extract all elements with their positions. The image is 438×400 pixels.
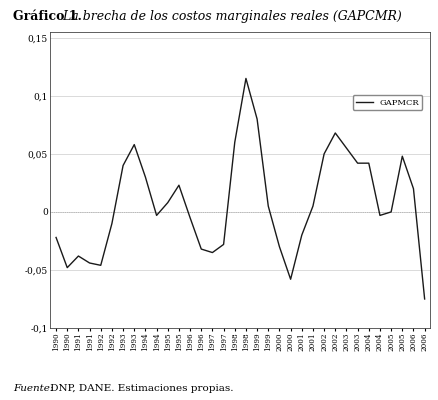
GAPMCR [332, 130, 337, 135]
GAPMCR [287, 277, 293, 282]
Text: DNP, DANE. Estimaciones propias.: DNP, DANE. Estimaciones propias. [47, 384, 233, 393]
Line: GAPMCR: GAPMCR [56, 78, 424, 299]
GAPMCR [243, 76, 248, 81]
GAPMCR [410, 186, 415, 191]
GAPMCR [87, 260, 92, 265]
GAPMCR [321, 152, 326, 156]
Text: Fuente:: Fuente: [13, 384, 53, 393]
GAPMCR [254, 117, 259, 122]
GAPMCR [53, 235, 59, 240]
GAPMCR [298, 233, 304, 238]
GAPMCR [131, 142, 137, 147]
GAPMCR [198, 247, 203, 252]
Text: La brecha de los costos marginales reales (GAPCMR): La brecha de los costos marginales reale… [59, 10, 401, 23]
GAPMCR [365, 161, 371, 166]
GAPMCR [165, 200, 170, 205]
GAPMCR [142, 175, 148, 180]
Legend: GAPMCR: GAPMCR [352, 95, 421, 110]
GAPMCR [209, 250, 215, 255]
GAPMCR [220, 242, 226, 247]
GAPMCR [421, 296, 426, 301]
GAPMCR [76, 254, 81, 258]
GAPMCR [120, 163, 125, 168]
GAPMCR [98, 263, 103, 268]
GAPMCR [176, 183, 181, 188]
GAPMCR [343, 146, 348, 150]
GAPMCR [276, 244, 282, 249]
GAPMCR [187, 215, 192, 220]
GAPMCR [377, 213, 382, 218]
GAPMCR [109, 221, 114, 226]
GAPMCR [265, 204, 270, 208]
Text: Gráfico 1.: Gráfico 1. [13, 10, 82, 23]
GAPMCR [354, 161, 360, 166]
GAPMCR [232, 140, 237, 145]
GAPMCR [154, 213, 159, 218]
GAPMCR [64, 265, 70, 270]
GAPMCR [388, 210, 393, 214]
GAPMCR [310, 204, 315, 208]
GAPMCR [399, 154, 404, 159]
